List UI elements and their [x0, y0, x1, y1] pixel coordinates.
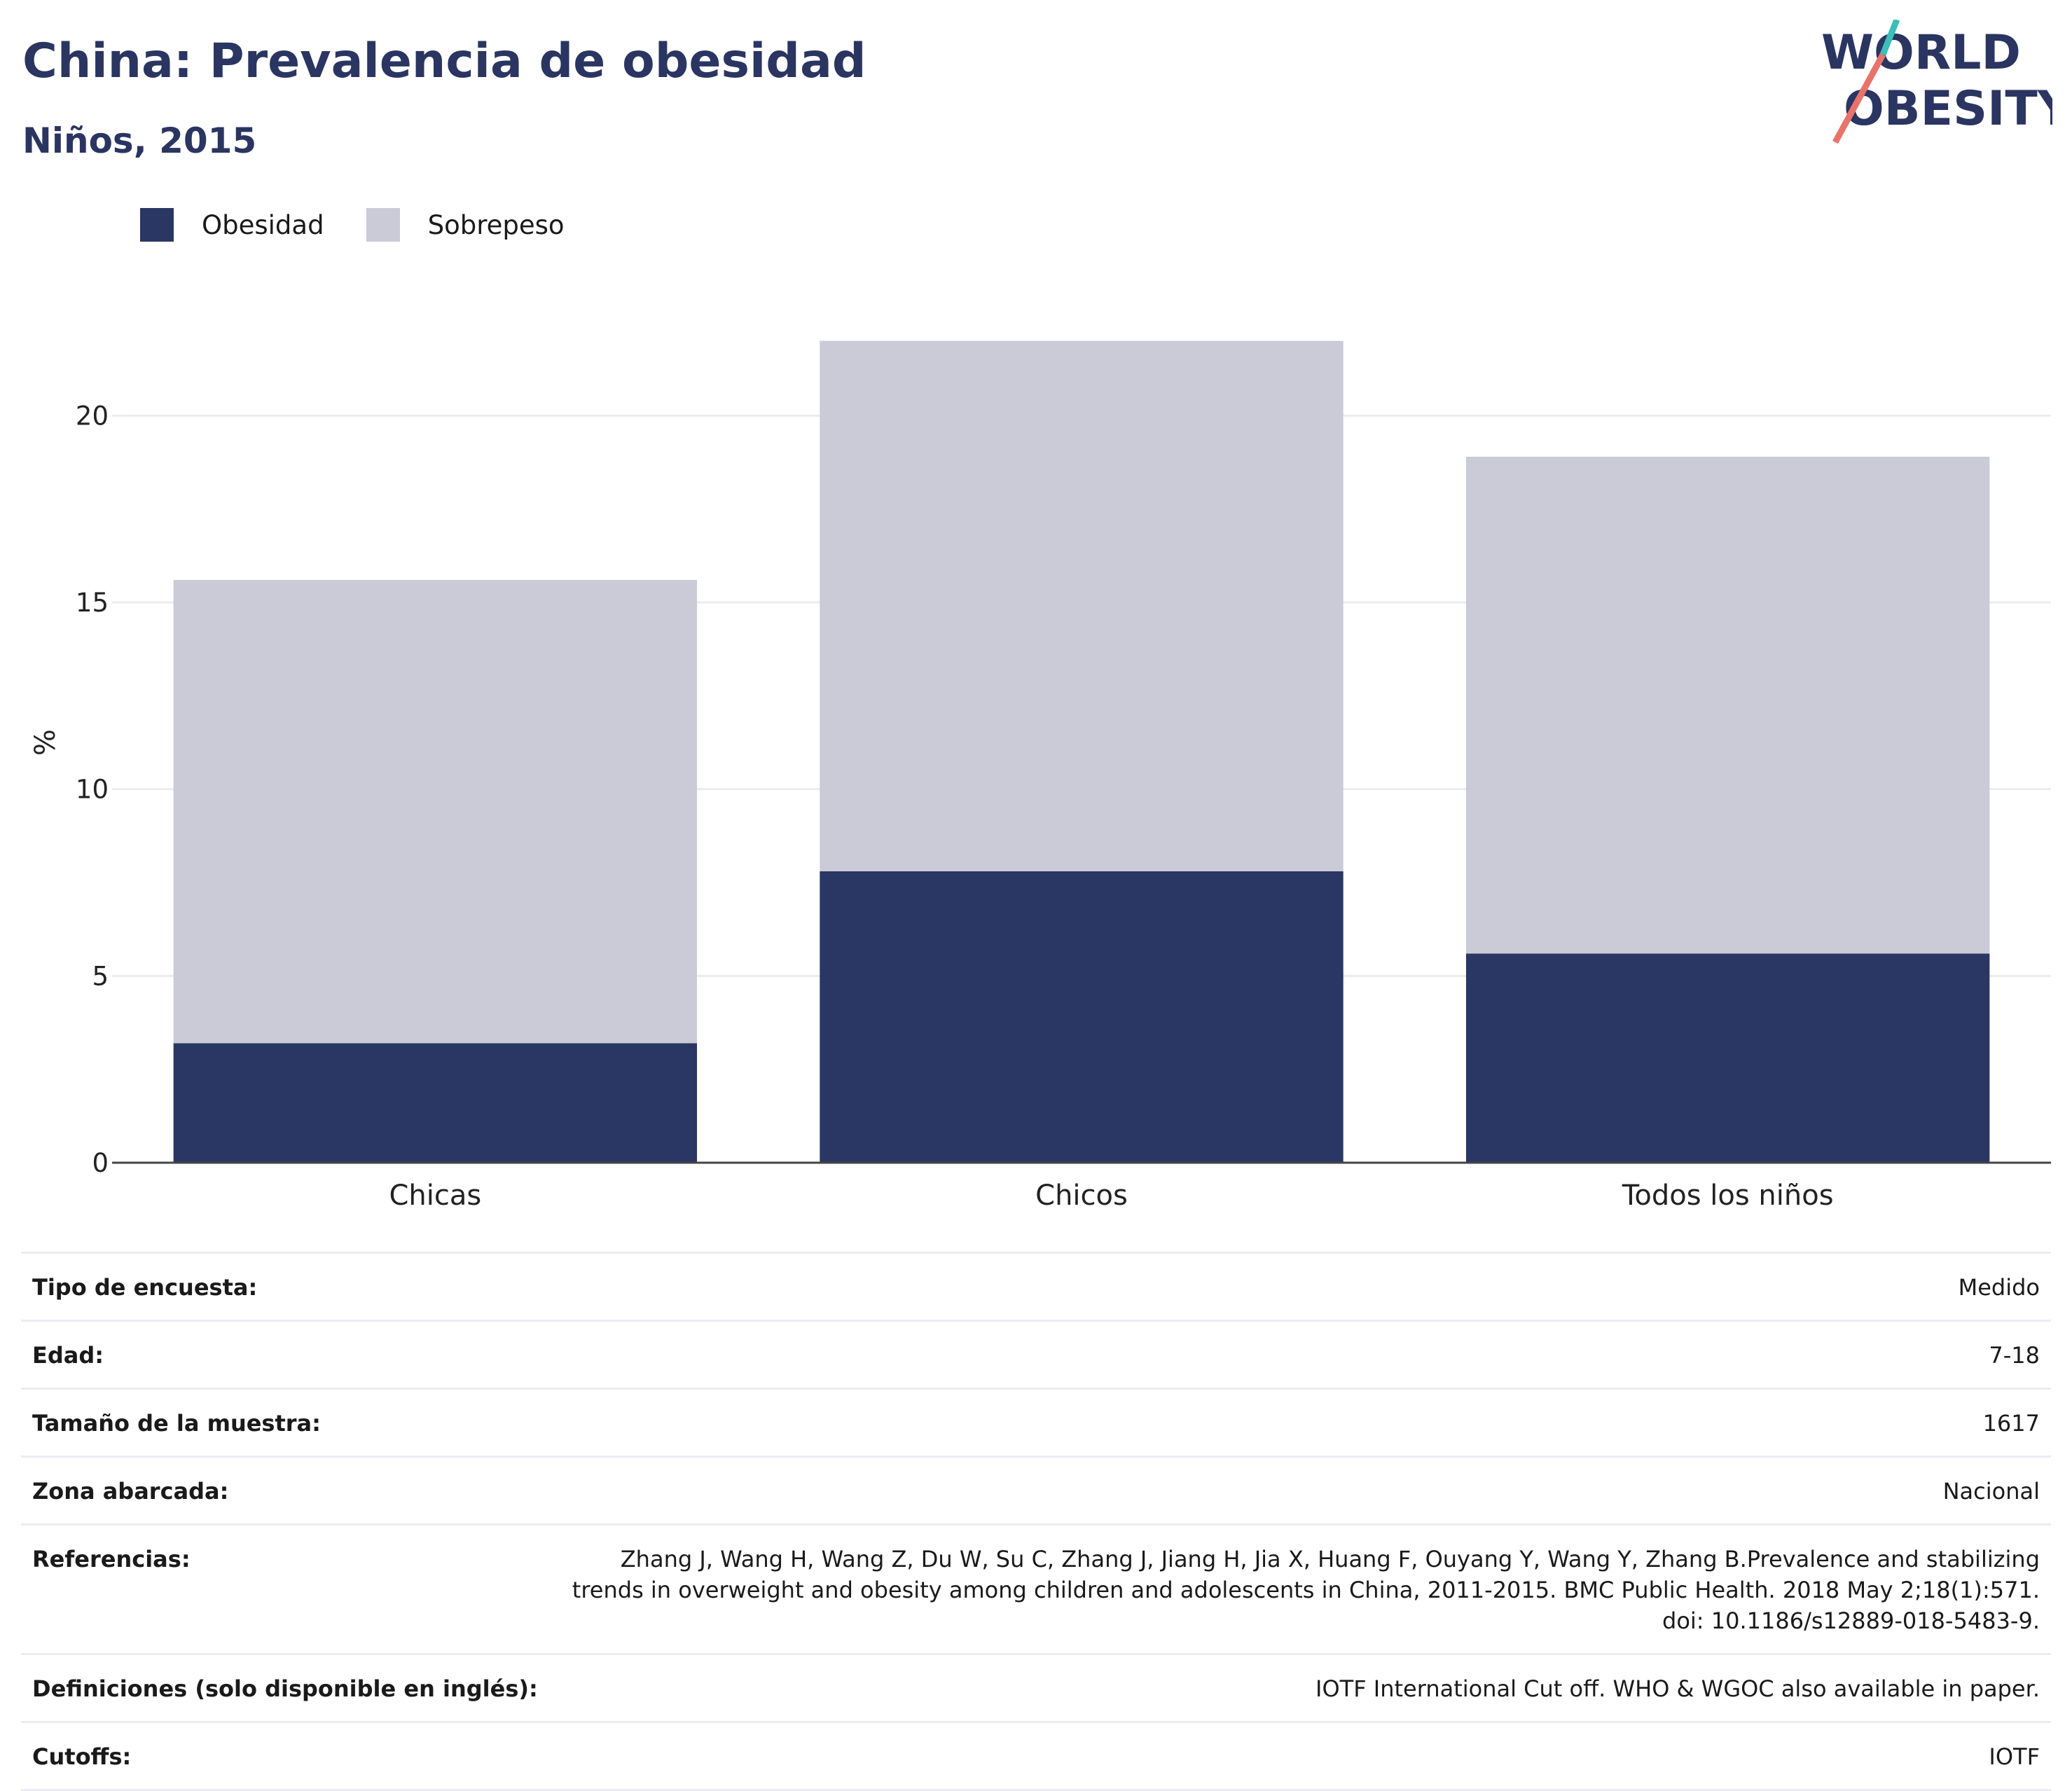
- info-label: Referencias:: [32, 1546, 191, 1572]
- chart-title: China: Prevalencia de obesidad: [22, 34, 866, 89]
- bar-overweight: [173, 580, 698, 1044]
- x-tick-label: Chicas: [389, 1180, 481, 1212]
- bar-overweight: [1465, 457, 1990, 954]
- info-value: Zhang J, Wang H, Wang Z, Du W, Su C, Zha…: [572, 1546, 2040, 1634]
- legend-item-overweight[interactable]: Sobrepeso: [366, 208, 565, 242]
- chart-legend: Obesidad Sobrepeso: [140, 208, 607, 242]
- logo-line1: WORLD: [1821, 25, 2021, 81]
- y-tick-label: 0: [92, 1148, 109, 1178]
- info-label: Tamaño de la muestra:: [32, 1410, 321, 1437]
- world-obesity-logo: WORLD OBESITY: [1821, 18, 2072, 146]
- y-tick-label: 15: [76, 588, 109, 618]
- x-tick-label: Chicos: [1035, 1180, 1128, 1212]
- info-label: Cutoffs:: [32, 1743, 132, 1770]
- legend-item-obesity[interactable]: Obesidad: [140, 208, 324, 242]
- info-value: 7-18: [1989, 1342, 2040, 1369]
- info-label: Zona abarcada:: [32, 1478, 229, 1505]
- logo-line2: OBESITY: [1844, 81, 2052, 137]
- bar-obesity: [820, 871, 1344, 1163]
- info-value: 1617: [1982, 1410, 2040, 1437]
- info-label: Definiciones (solo disponible en inglés)…: [32, 1675, 538, 1702]
- info-row-survey-type: Tipo de encuesta: Medido: [21, 1254, 2051, 1322]
- info-row-cutoffs: Cutoffs: IOTF: [21, 1723, 2051, 1791]
- legend-swatch-overweight: [366, 208, 400, 242]
- legend-label-obesity: Obesidad: [202, 209, 324, 240]
- legend-label-overweight: Sobrepeso: [427, 209, 565, 240]
- bar-obesity: [173, 1043, 698, 1163]
- info-row-area: Zona abarcada: Nacional: [21, 1458, 2051, 1526]
- y-tick-label: 5: [92, 961, 109, 991]
- info-row-references: Referencias: Zhang J, Wang H, Wang Z, Du…: [21, 1526, 2051, 1655]
- legend-swatch-obesity: [140, 208, 174, 242]
- info-value: Medido: [1958, 1274, 2040, 1301]
- info-value: IOTF: [1989, 1743, 2040, 1770]
- info-table: Tipo de encuesta: Medido Edad: 7-18 Tama…: [21, 1252, 2051, 1791]
- info-value: IOTF International Cut off. WHO & WGOC a…: [1315, 1675, 2040, 1702]
- y-tick-label: 20: [76, 401, 109, 431]
- bar-overweight: [820, 340, 1344, 872]
- info-row-sample-size: Tamaño de la muestra: 1617: [21, 1390, 2051, 1458]
- y-axis-label: %: [29, 729, 62, 756]
- y-tick-label: 10: [76, 775, 109, 805]
- x-tick-label: Todos los niños: [1622, 1180, 1834, 1212]
- info-row-definitions: Definiciones (solo disponible en inglés)…: [21, 1655, 2051, 1723]
- bar-obesity: [1465, 953, 1990, 1163]
- stacked-bar-chart: 0 5 10 15 20% Chicas Chicos Todos los niños: [29, 340, 2051, 1212]
- info-label: Tipo de encuesta:: [32, 1274, 258, 1301]
- info-value: Nacional: [1942, 1478, 2040, 1505]
- info-label: Edad:: [32, 1342, 104, 1369]
- chart-subtitle: Niños, 2015: [22, 120, 257, 161]
- info-row-age: Edad: 7-18: [21, 1322, 2051, 1390]
